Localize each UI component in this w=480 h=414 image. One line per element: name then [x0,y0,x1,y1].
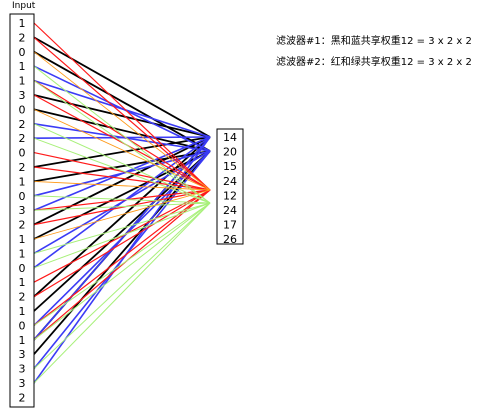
blue-connection-line [33,136,211,384]
input-value: 1 [19,334,26,347]
green-connection-line [33,202,211,254]
black-connection-line [33,136,211,298]
input-column-box [9,13,35,408]
black-connection-line [33,150,211,183]
input-value: 1 [19,60,26,73]
orange-connection-line [33,51,211,191]
input-value: 2 [19,391,26,404]
input-value: 0 [19,262,26,275]
black-connection-line [33,136,211,226]
red-connection-line [33,189,211,341]
red-connection-line [33,189,211,298]
input-value: 3 [19,89,26,102]
orange-connection-line [33,180,211,191]
input-value: 1 [19,75,26,88]
orange-connection-line [33,189,211,240]
input-value: 2 [19,118,26,131]
input-title: Input [12,1,36,11]
input-value: 3 [19,204,26,217]
input-value: 3 [19,363,26,376]
input-value: 1 [19,17,26,30]
input-value: 1 [19,233,26,246]
filter-1-note: 滤波器#1：黑和蓝共享权重12 = 3 x 2 x 2 [276,36,472,47]
blue-connection-line [33,136,211,139]
input-value: 1 [19,175,26,188]
orange-connection-line [33,108,211,191]
output-value: 24 [223,175,237,188]
red-connection-line [33,80,211,191]
input-value: 2 [19,161,26,174]
green-connection-line [33,202,211,269]
green-connection-line [33,202,211,369]
green-connection-line [33,202,211,211]
black-connection-line [33,51,211,152]
input-value: 0 [19,190,26,203]
blue-connection-line [33,136,211,269]
green-connection-line [33,123,211,204]
green-connection-line [33,202,211,384]
black-connection-line [33,94,211,138]
output-value: 26 [223,233,237,246]
red-connection-line [33,189,211,226]
input-value: 0 [19,103,26,116]
green-connection-line [33,65,211,204]
red-connection-line [33,189,211,326]
black-connection-line [33,150,211,240]
input-value: 1 [19,247,26,260]
input-value: 3 [19,348,26,361]
red-connection-line [33,152,211,191]
connection-lines [33,22,211,384]
output-value: 17 [223,219,237,232]
red-connection-line [33,189,211,283]
black-connection-line [33,150,211,355]
red-connection-line [33,166,211,191]
input-value: 1 [19,305,26,318]
green-connection-line [33,137,211,204]
output-value: 14 [223,131,237,144]
black-connection-line [33,108,211,152]
green-connection-line [33,202,211,326]
filter-2-note: 滤波器#2：红和绿共享权重12 = 3 x 2 x 2 [276,57,472,68]
black-connection-line [33,136,211,168]
input-value: 3 [19,377,26,390]
input-value: 2 [19,132,26,145]
black-connection-line [33,36,211,138]
input-value: 2 [19,219,26,232]
input-value: 0 [19,46,26,59]
input-value: 2 [19,291,26,304]
red-connection-line [33,94,211,191]
blue-connection-line [33,136,211,341]
output-value: 20 [223,146,237,159]
output-column-box [216,128,244,245]
output-value: 12 [223,189,237,202]
green-connection-line [33,80,211,204]
red-connection-line [33,36,211,191]
output-value: 24 [223,204,237,217]
output-value: 15 [223,160,237,173]
input-value: 0 [19,147,26,160]
input-value: 0 [19,319,26,332]
red-connection-line [33,22,211,191]
green-connection-line [33,195,211,204]
blue-connection-line [33,136,211,211]
input-value: 1 [19,276,26,289]
blue-connection-line [33,79,211,138]
input-value: 2 [19,31,26,44]
green-connection-line [33,202,211,341]
red-connection-line [33,189,211,211]
